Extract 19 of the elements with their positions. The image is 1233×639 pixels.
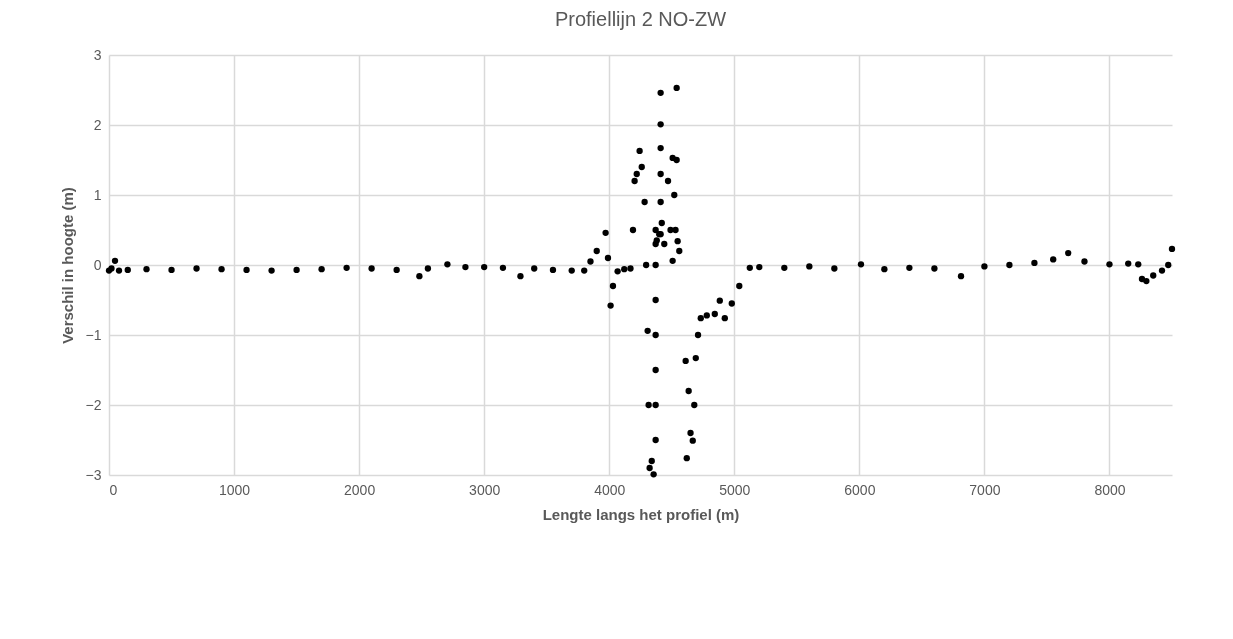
x-tick-label: 1000 xyxy=(218,481,251,498)
y-tick-label: −1 xyxy=(85,326,102,343)
y-tick-label: 1 xyxy=(93,186,102,203)
chart-title: Profiellijn 2 NO-ZW xyxy=(554,8,727,30)
x-tick-label: 6000 xyxy=(844,481,876,498)
y-tick-label: 3 xyxy=(93,46,102,63)
y-tick-label: 2 xyxy=(93,116,102,133)
y-axis-title: Verschil in hoogte (m) xyxy=(58,187,76,344)
x-tick-label: 0 xyxy=(109,481,118,498)
x-tick-label: 7000 xyxy=(969,481,1001,498)
x-tick-label: 5000 xyxy=(719,481,751,498)
x-tick-label: 8000 xyxy=(1094,481,1126,498)
x-tick-label: 3000 xyxy=(469,481,501,498)
y-tick-label: 0 xyxy=(93,256,102,273)
y-tick-label: −3 xyxy=(85,466,102,483)
x-tick-label: 2000 xyxy=(344,481,376,498)
y-tick-label: −2 xyxy=(85,396,102,413)
x-tick-label: 4000 xyxy=(594,481,626,498)
x-axis-title: Lengte langs het profiel (m) xyxy=(542,505,740,523)
